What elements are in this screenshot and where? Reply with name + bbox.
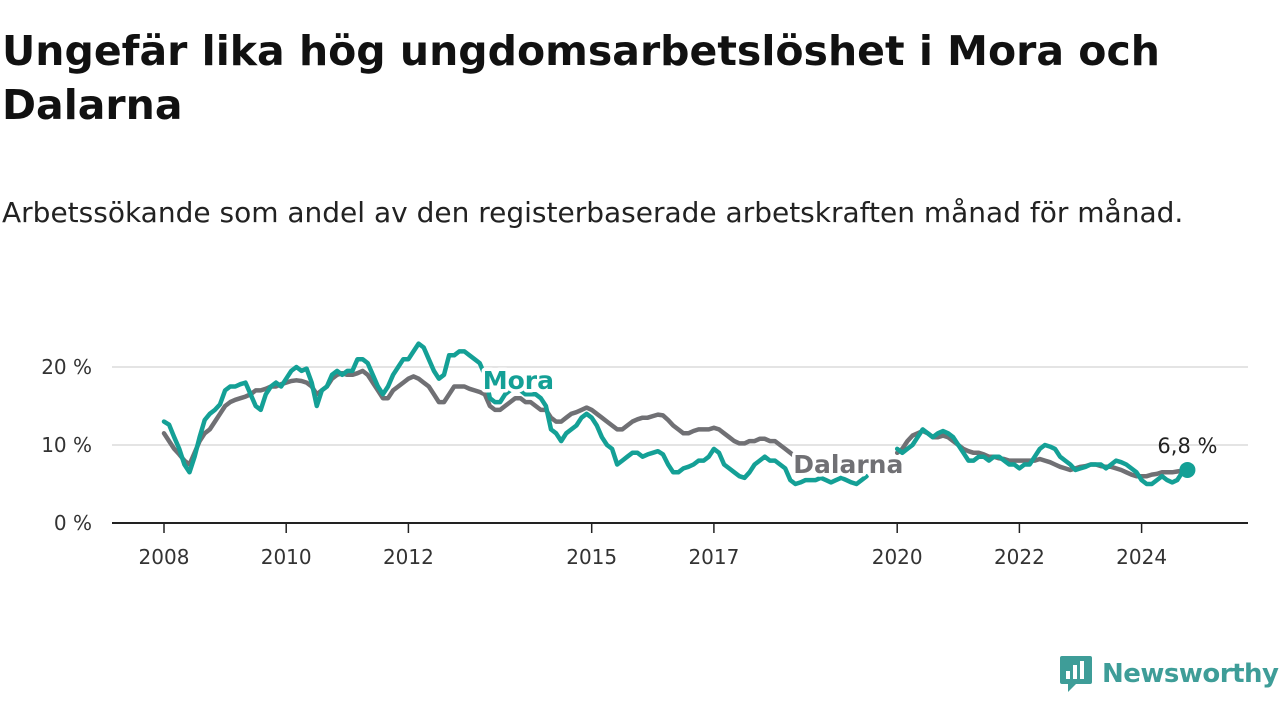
series-label-mora: Mora	[483, 366, 554, 395]
end-value-label: 6,8 %	[1157, 434, 1217, 458]
grid-lines	[112, 366, 1248, 446]
x-tick-label: 2022	[994, 545, 1045, 569]
y-tick-label: 20 %	[41, 355, 92, 379]
x-tick-label: 2012	[383, 545, 434, 569]
end-point-marker	[1179, 461, 1196, 478]
series-line	[161, 341, 869, 487]
y-tick-label: 10 %	[41, 433, 92, 457]
x-tick-label: 2008	[139, 545, 190, 569]
chart-subtitle: Arbetssökande som andel av den registerb…	[2, 196, 1184, 229]
newsworthy-brand: Newsworthy	[1058, 652, 1279, 696]
series-label-dalarna: Dalarna	[793, 450, 903, 479]
x-tick-label: 2017	[688, 545, 739, 569]
series-lines	[161, 341, 1190, 487]
brand-name: Newsworthy	[1102, 659, 1279, 689]
chart-title: Ungefär lika hög ungdomsarbetslöshet i M…	[2, 27, 1160, 129]
x-axis-ticks: 2008 2010 2012 2015 2017 2020 2022 2024	[139, 523, 1167, 569]
x-tick-label: 2010	[261, 545, 312, 569]
x-tick-label: 2024	[1116, 545, 1167, 569]
x-tick-label: 2015	[566, 545, 617, 569]
series-line	[894, 428, 1190, 479]
newsworthy-logo-icon	[1060, 656, 1092, 692]
y-axis-ticks: 0 % 10 % 20 %	[41, 355, 92, 535]
y-tick-label: 0 %	[54, 511, 92, 535]
x-tick-label: 2020	[872, 545, 923, 569]
series-line	[894, 427, 1190, 487]
